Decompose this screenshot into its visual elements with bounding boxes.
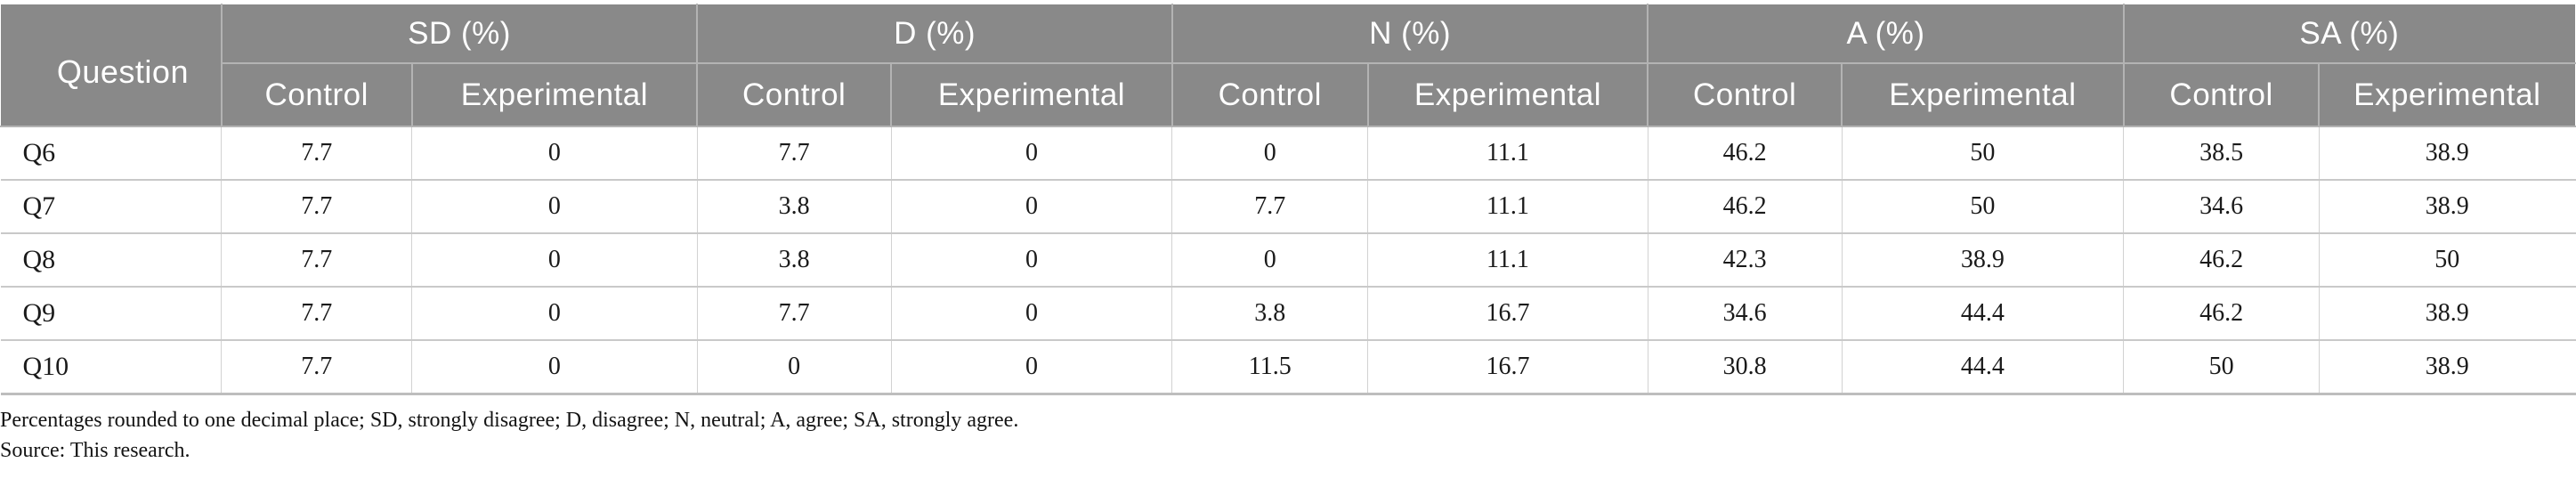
cell-value: 38.9: [1841, 232, 2125, 288]
cell-value: 38.9: [2318, 126, 2575, 181]
cell-value: 3.8: [1171, 286, 1369, 341]
group-header-row: Question SD (%) D (%) N (%) A (%) SA (%): [1, 4, 2575, 127]
cell-value: 11.1: [1367, 179, 1648, 234]
results-table-figure: Question SD (%) D (%) N (%) A (%) SA (%)…: [0, 4, 2576, 466]
table-header: Question SD (%) D (%) N (%) A (%) SA (%)…: [1, 4, 2575, 127]
row-question-label: Q6: [1, 126, 223, 181]
group-header-sa: SA (%): [2122, 4, 2575, 64]
cell-value: 50: [2318, 232, 2575, 288]
table-row: Q9 7.7 0 7.7 0 3.8 16.7 34.6 44.4 46.2 38.9: [1, 286, 2575, 341]
row-question-label: Q8: [1, 232, 223, 288]
cell-value: 50: [1841, 126, 2125, 181]
cell-value: 7.7: [221, 286, 413, 341]
cell-value: 0: [411, 179, 698, 234]
subheader-experimental-d: Experimental: [890, 62, 1173, 127]
cell-value: 3.8: [696, 232, 892, 288]
cell-value: 11.5: [1171, 339, 1369, 395]
cell-value: 46.2: [2123, 286, 2320, 341]
group-header-d: D (%): [696, 4, 1173, 64]
subheader-experimental-sd: Experimental: [410, 62, 699, 127]
group-header-sd: SD (%): [220, 4, 699, 64]
subheader-control-n: Control: [1171, 62, 1369, 127]
subheader-control-a: Control: [1647, 62, 1843, 127]
cell-value: 11.1: [1367, 126, 1648, 181]
subheader-experimental-n: Experimental: [1366, 62, 1649, 127]
cell-value: 7.7: [696, 286, 892, 341]
cell-value: 34.6: [1647, 286, 1843, 341]
cell-value: 11.1: [1367, 232, 1648, 288]
cell-value: 38.9: [2318, 339, 2575, 395]
table-body: Q6 7.7 0 7.7 0 0 11.1 46.2 50 38.5 38.9 Q7 7.7 0 3.8 0 7…: [1, 126, 2575, 395]
cell-value: 7.7: [221, 339, 413, 395]
table-footnotes: Percentages rounded to one decimal place…: [0, 405, 2576, 466]
column-header-question: Question: [1, 4, 223, 127]
cell-value: 0: [411, 232, 698, 288]
cell-value: 7.7: [696, 126, 892, 181]
row-question-label: Q7: [1, 179, 223, 234]
cell-value: 44.4: [1841, 286, 2125, 341]
subheader-row: Control Experimental Control Experimenta…: [1, 62, 2575, 127]
cell-value: 46.2: [1647, 179, 1843, 234]
cell-value: 0: [890, 232, 1173, 288]
cell-value: 0: [411, 339, 698, 395]
table-row: Q7 7.7 0 3.8 0 7.7 11.1 46.2 50 34.6 38.9: [1, 179, 2575, 234]
table-row: Q8 7.7 0 3.8 0 0 11.1 42.3 38.9 46.2 50: [1, 232, 2575, 288]
cell-value: 7.7: [221, 179, 413, 234]
cell-value: 7.7: [221, 126, 413, 181]
cell-value: 38.5: [2123, 126, 2320, 181]
cell-value: 16.7: [1367, 286, 1648, 341]
cell-value: 7.7: [221, 232, 413, 288]
footnote-abbreviations: Percentages rounded to one decimal place…: [0, 408, 1019, 432]
cell-value: 0: [696, 339, 892, 395]
group-header-n: N (%): [1171, 4, 1649, 64]
cell-value: 50: [1841, 179, 2125, 234]
table-row: Q6 7.7 0 7.7 0 0 11.1 46.2 50 38.5 38.9: [1, 126, 2575, 181]
subheader-experimental-sa: Experimental: [2318, 62, 2575, 127]
cell-value: 42.3: [1647, 232, 1843, 288]
row-question-label: Q9: [1, 286, 223, 341]
cell-value: 0: [411, 286, 698, 341]
subheader-control-sd: Control: [221, 62, 413, 127]
cell-value: 0: [1171, 126, 1369, 181]
cell-value: 38.9: [2318, 179, 2575, 234]
footnote-source: Source: This research.: [0, 438, 190, 462]
cell-value: 16.7: [1367, 339, 1648, 395]
cell-value: 0: [890, 286, 1173, 341]
cell-value: 30.8: [1647, 339, 1843, 395]
subheader-control-sa: Control: [2122, 62, 2321, 127]
table-row: Q10 7.7 0 0 0 11.5 16.7 30.8 44.4 50 38.9: [1, 339, 2575, 395]
group-header-a: A (%): [1647, 4, 2125, 64]
cell-value: 38.9: [2318, 286, 2575, 341]
cell-value: 0: [890, 339, 1173, 395]
cell-value: 46.2: [1647, 126, 1843, 181]
subheader-experimental-a: Experimental: [1841, 62, 2125, 127]
cell-value: 0: [411, 126, 698, 181]
likert-results-table: Question SD (%) D (%) N (%) A (%) SA (%)…: [0, 4, 2576, 395]
cell-value: 46.2: [2123, 232, 2320, 288]
cell-value: 3.8: [696, 179, 892, 234]
cell-value: 50: [2123, 339, 2320, 395]
cell-value: 44.4: [1841, 339, 2125, 395]
cell-value: 34.6: [2123, 179, 2320, 234]
cell-value: 0: [890, 179, 1173, 234]
cell-value: 0: [890, 126, 1173, 181]
cell-value: 7.7: [1171, 179, 1369, 234]
cell-value: 0: [1171, 232, 1369, 288]
subheader-control-d: Control: [696, 62, 893, 127]
row-question-label: Q10: [1, 339, 223, 395]
